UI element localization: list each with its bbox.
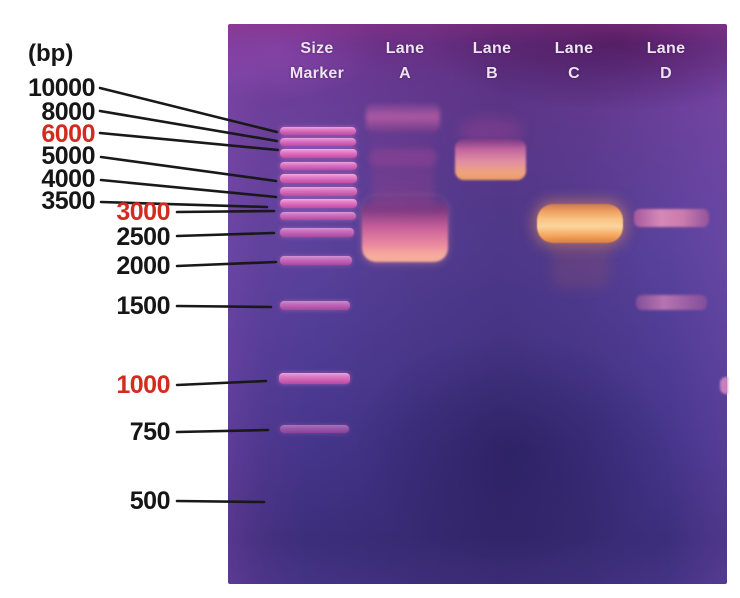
marker-band-1000 [279, 373, 350, 384]
lane-title-lane-b: Lane B [444, 36, 540, 86]
lane-d-upper-band [634, 209, 709, 227]
lane-title-lane-d: Lane D [618, 36, 714, 86]
leader-line-8000 [98, 109, 279, 143]
size-label-3000: 3000 [116, 198, 170, 226]
marker-band-6000 [280, 149, 357, 158]
lane-title-lane-a: Lane A [357, 36, 453, 86]
lane-title-line1: Lane [385, 40, 425, 57]
size-label-500: 500 [129, 487, 171, 515]
bp-unit-label: (bp) [28, 40, 74, 67]
leader-line-3000 [175, 209, 276, 214]
lane-title-line2: A [399, 65, 411, 82]
marker-band-3000 [280, 199, 357, 208]
marker-band-4000 [280, 174, 357, 183]
lane-c-tail-smear [552, 244, 610, 288]
leader-line-5000 [99, 155, 278, 183]
lane-c-main-band [537, 204, 623, 243]
lane-a-high-smear [366, 103, 440, 133]
lane-title-line1: Lane [646, 40, 686, 57]
lane-a-smear-column [372, 128, 434, 206]
lane-title-line2: Marker [289, 65, 345, 82]
size-label-2000: 2000 [116, 252, 170, 280]
size-label-3500: 3500 [41, 187, 95, 215]
marker-band-2000 [280, 256, 352, 265]
lane-a-faint-smear [369, 149, 437, 166]
lane-title-line2: C [568, 65, 580, 82]
leader-line-2500 [175, 231, 276, 238]
leader-line-6000 [98, 131, 280, 152]
marker-band-3500 [280, 187, 357, 196]
size-label-2500: 2500 [116, 223, 170, 251]
lane-title-line2: B [486, 65, 498, 82]
lane-title-line1: Lane [472, 40, 512, 57]
leader-line-4000 [99, 178, 278, 199]
lane-a-main-band [362, 196, 448, 262]
leader-line-1000 [175, 379, 268, 387]
leader-line-500 [175, 499, 266, 504]
marker-band-5000 [280, 162, 357, 170]
lane-title-line1: Lane [554, 40, 594, 57]
lane-b-main-band [455, 139, 526, 180]
marker-band-8000 [280, 138, 356, 146]
lane-title-line1: Size [300, 40, 334, 57]
marker-band-1500 [280, 301, 350, 310]
size-label-4000: 4000 [41, 165, 95, 193]
leader-line-1500 [175, 304, 273, 309]
lane-title-line2: D [660, 65, 672, 82]
marker-band-10000 [280, 127, 356, 135]
size-label-10000: 10000 [27, 74, 96, 102]
leader-line-10000 [98, 86, 279, 134]
marker-band-extra [280, 212, 356, 220]
lane-title-lane-c: Lane C [526, 36, 622, 86]
leader-line-2000 [175, 260, 278, 268]
size-label-750: 750 [129, 418, 171, 446]
lane-title-size-marker: Size Marker [269, 36, 365, 86]
size-label-6000: 6000 [41, 120, 95, 148]
marker-band-750 [280, 425, 349, 433]
size-label-8000: 8000 [41, 98, 95, 126]
size-label-5000: 5000 [41, 142, 95, 170]
leader-line-750 [175, 428, 270, 434]
lane-d-lower-band [636, 295, 707, 310]
leader-line-3500 [99, 200, 269, 209]
marker-band-2500 [280, 228, 354, 237]
gel-edge-band-sliver [720, 377, 728, 394]
size-label-1000: 1000 [116, 371, 170, 399]
size-label-1500: 1500 [116, 292, 170, 320]
